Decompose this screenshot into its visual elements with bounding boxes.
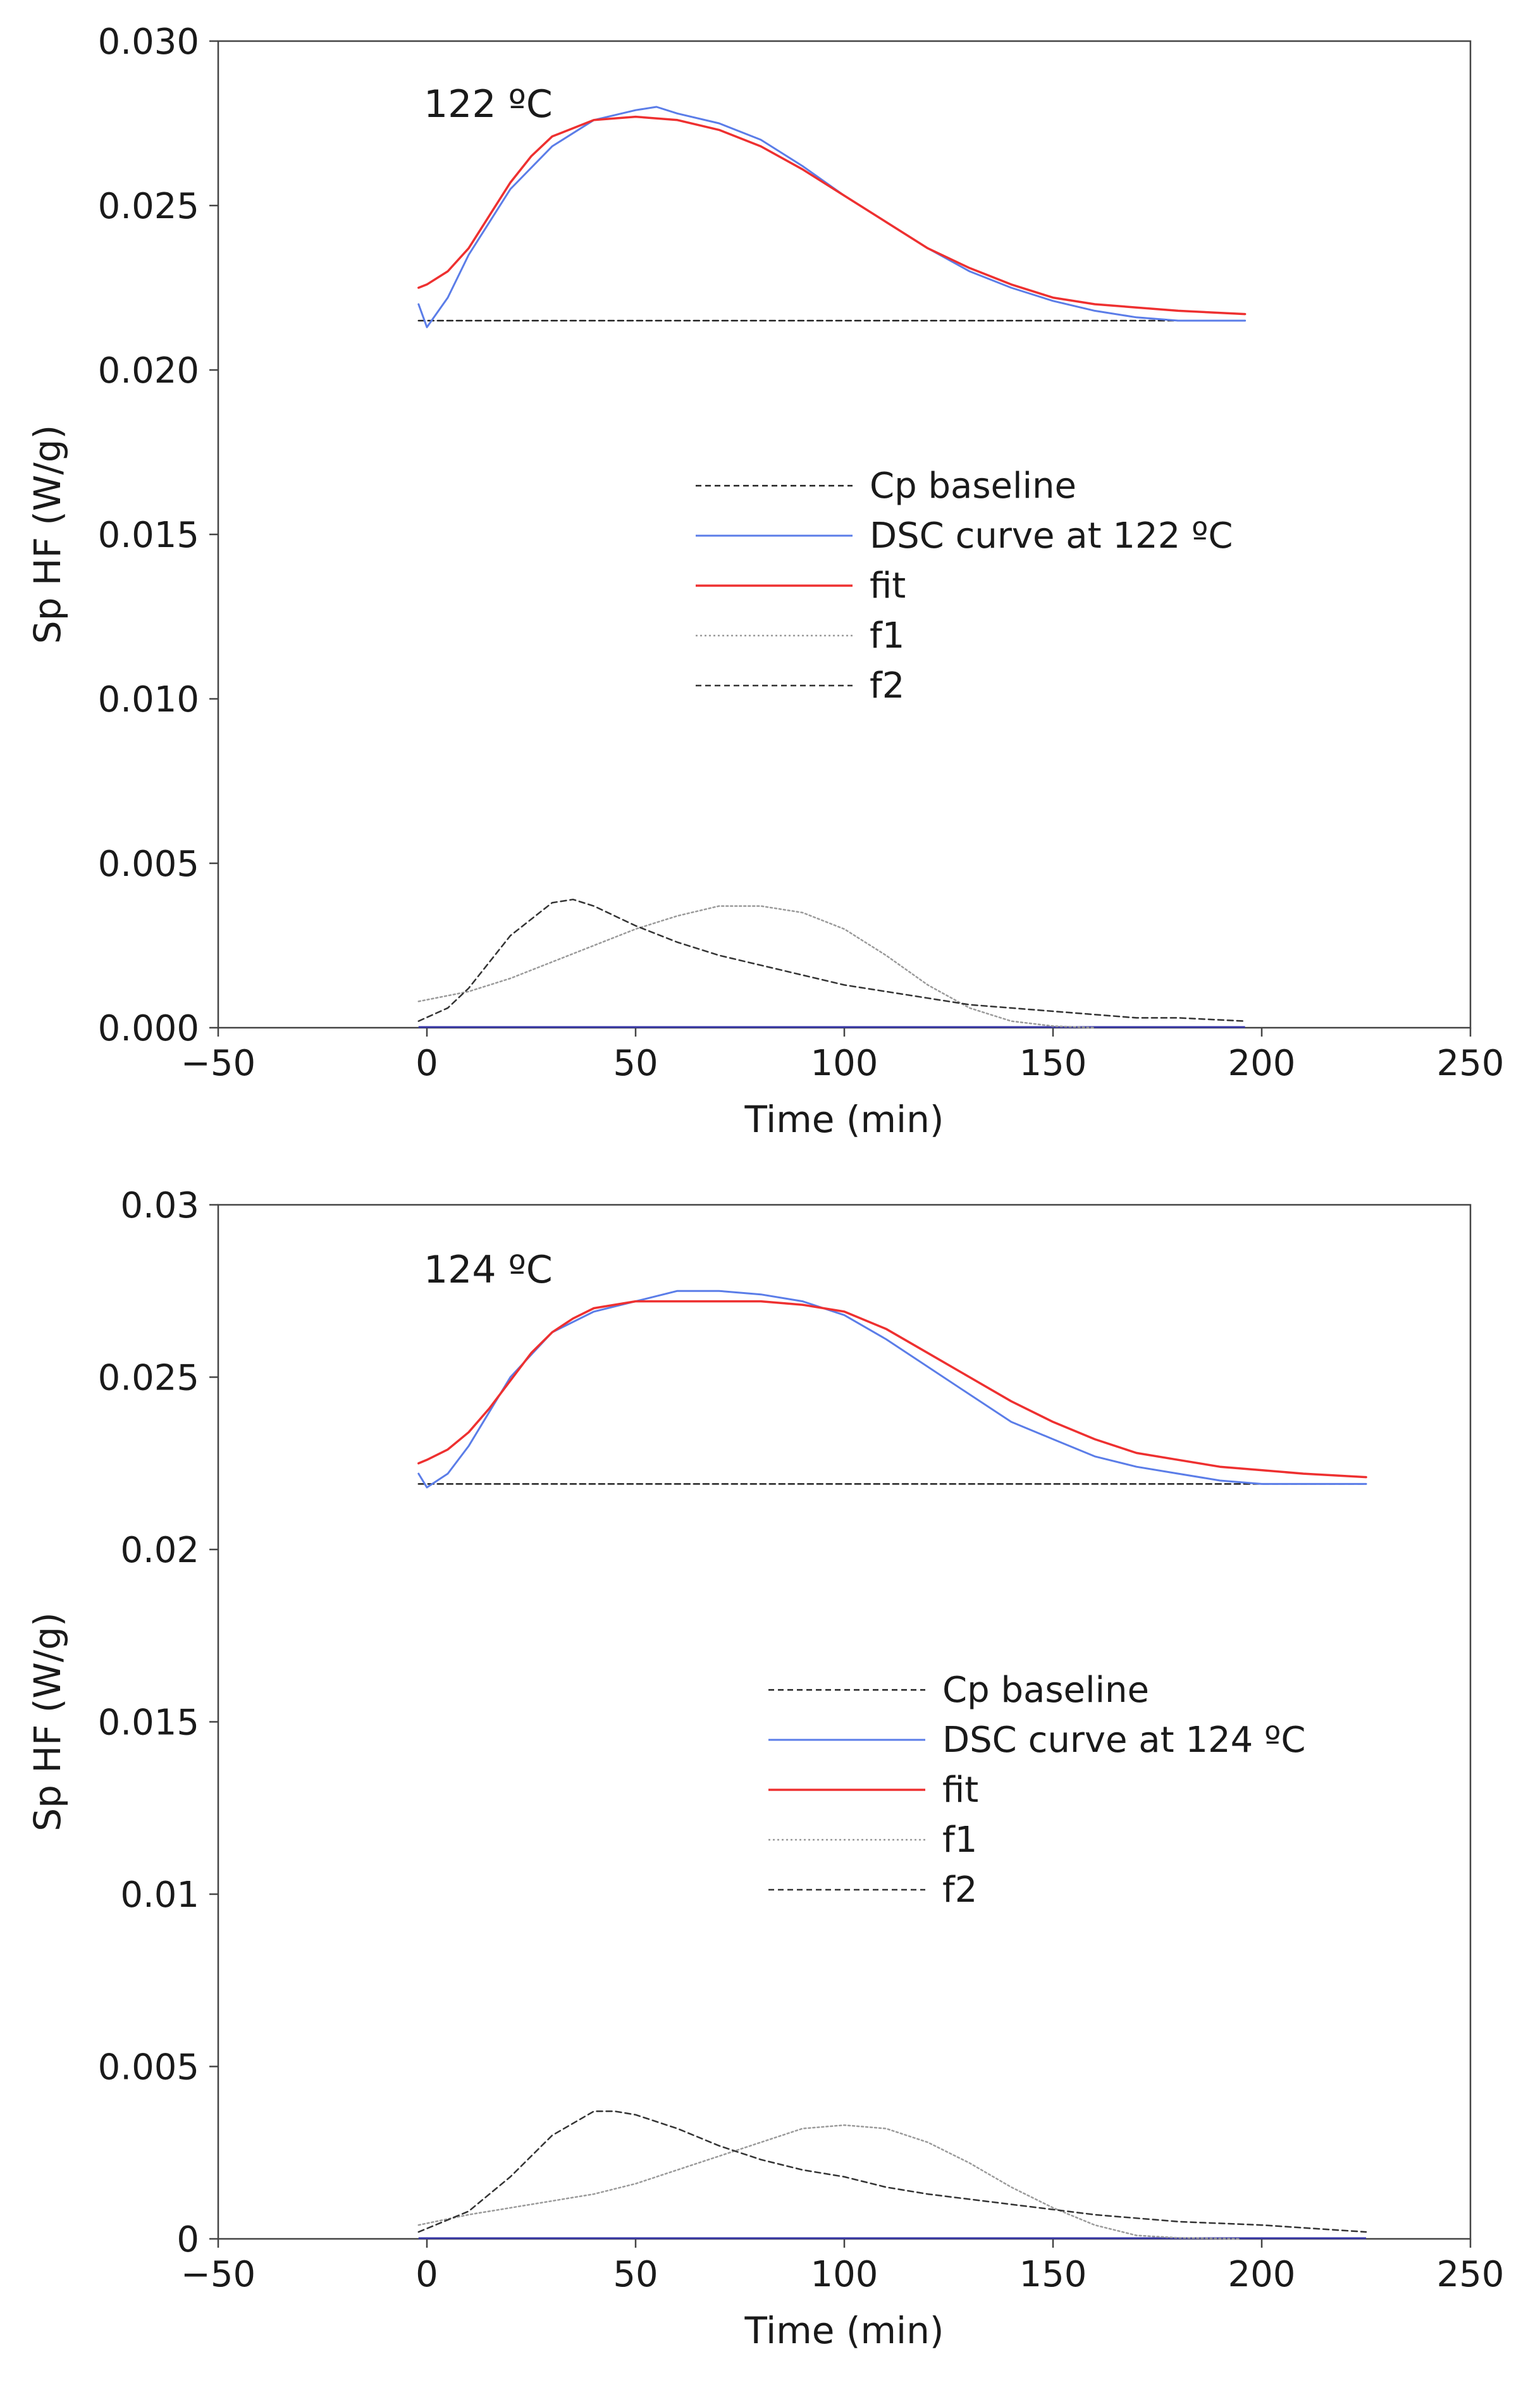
y-tick-label: 0.020: [98, 350, 199, 391]
y-tick-label: 0.005: [98, 2047, 199, 2088]
y-tick-label: 0: [176, 2219, 199, 2260]
y-tick-label: 0.015: [98, 515, 199, 556]
legend-label-f1: f1: [942, 1820, 977, 1861]
series-line-fit: [417, 1300, 1367, 1479]
chart-panel-124C: −50 0 50 100 150 200 25000.0050.010.0150.020.0…: [26, 1185, 1504, 2352]
x-tick-label: −50: [181, 2254, 256, 2295]
y-tick-label: 0.030: [98, 22, 199, 63]
series-line-dsc: [417, 106, 1247, 328]
x-tick-label: 100: [811, 2254, 878, 2295]
y-tick-label: 0.010: [98, 679, 199, 720]
x-tick-label: 150: [1019, 2254, 1087, 2295]
x-tick-label: 200: [1228, 2254, 1296, 2295]
x-tick-label: 100: [811, 1043, 878, 1084]
legend-label-baseline: Cp baseline: [870, 465, 1076, 507]
x-tick-label: 0: [416, 2254, 438, 2295]
legend-label-f2: f2: [942, 1869, 977, 1911]
x-tick-label: 0: [416, 1043, 438, 1084]
x-tick-label: 50: [613, 1043, 658, 1084]
x-axis-label: Time (min): [744, 1098, 944, 1141]
y-axis-label: Sp HF (W/g): [26, 425, 69, 644]
x-tick-label: 250: [1437, 1043, 1505, 1084]
x-tick-label: 50: [613, 2254, 658, 2295]
series-line-f2: [417, 898, 1246, 1022]
series-line-f1: [417, 905, 1096, 1029]
y-tick-label: 0.025: [98, 1358, 199, 1399]
x-tick-label: 200: [1228, 1043, 1296, 1084]
series-line-f1: [417, 2124, 1242, 2240]
y-tick-label: 0.02: [120, 1530, 199, 1571]
legend: Cp baseline DSC curve at 124 ºC fit f1 f2: [768, 1670, 1306, 1911]
x-tick-label: −50: [181, 1043, 256, 1084]
y-tick-label: 0.03: [120, 1185, 199, 1226]
y-tick-label: 0.015: [98, 1703, 199, 1744]
temperature-annotation: 124 ºC: [424, 1248, 553, 1292]
legend: Cp baseline DSC curve at 122 ºC fit f1 f2: [696, 465, 1233, 706]
y-axis-label: Sp HF (W/g): [26, 1612, 69, 1831]
legend-label-fit: fit: [870, 565, 906, 607]
series-line-f2: [417, 2110, 1367, 2233]
temperature-annotation: 122 ºC: [424, 82, 553, 126]
y-tick-label: 0.000: [98, 1008, 199, 1049]
x-axis-label: Time (min): [744, 2309, 944, 2352]
chart-panel-122C: −50 0 50 100 150 200 250 0.000 0.005 0.010 0.015 0.…: [26, 22, 1504, 1141]
series-line-dsc: [417, 1290, 1367, 1489]
legend-label-baseline: Cp baseline: [942, 1670, 1149, 1711]
legend-label-f2: f2: [870, 665, 904, 706]
y-tick-label: 0.01: [120, 1875, 199, 1916]
x-tick-label: 250: [1437, 2254, 1505, 2295]
y-tick-label: 0.025: [98, 186, 199, 227]
legend-label-f1: f1: [870, 615, 904, 656]
legend-label-fit: fit: [942, 1770, 978, 1811]
legend-label-dsc: DSC curve at 124 ºC: [942, 1720, 1306, 1761]
y-tick-label: 0.005: [98, 844, 199, 885]
series-line-fit: [417, 115, 1247, 316]
x-tick-label: 150: [1019, 1043, 1087, 1084]
legend-label-dsc: DSC curve at 122 ºC: [870, 515, 1233, 557]
